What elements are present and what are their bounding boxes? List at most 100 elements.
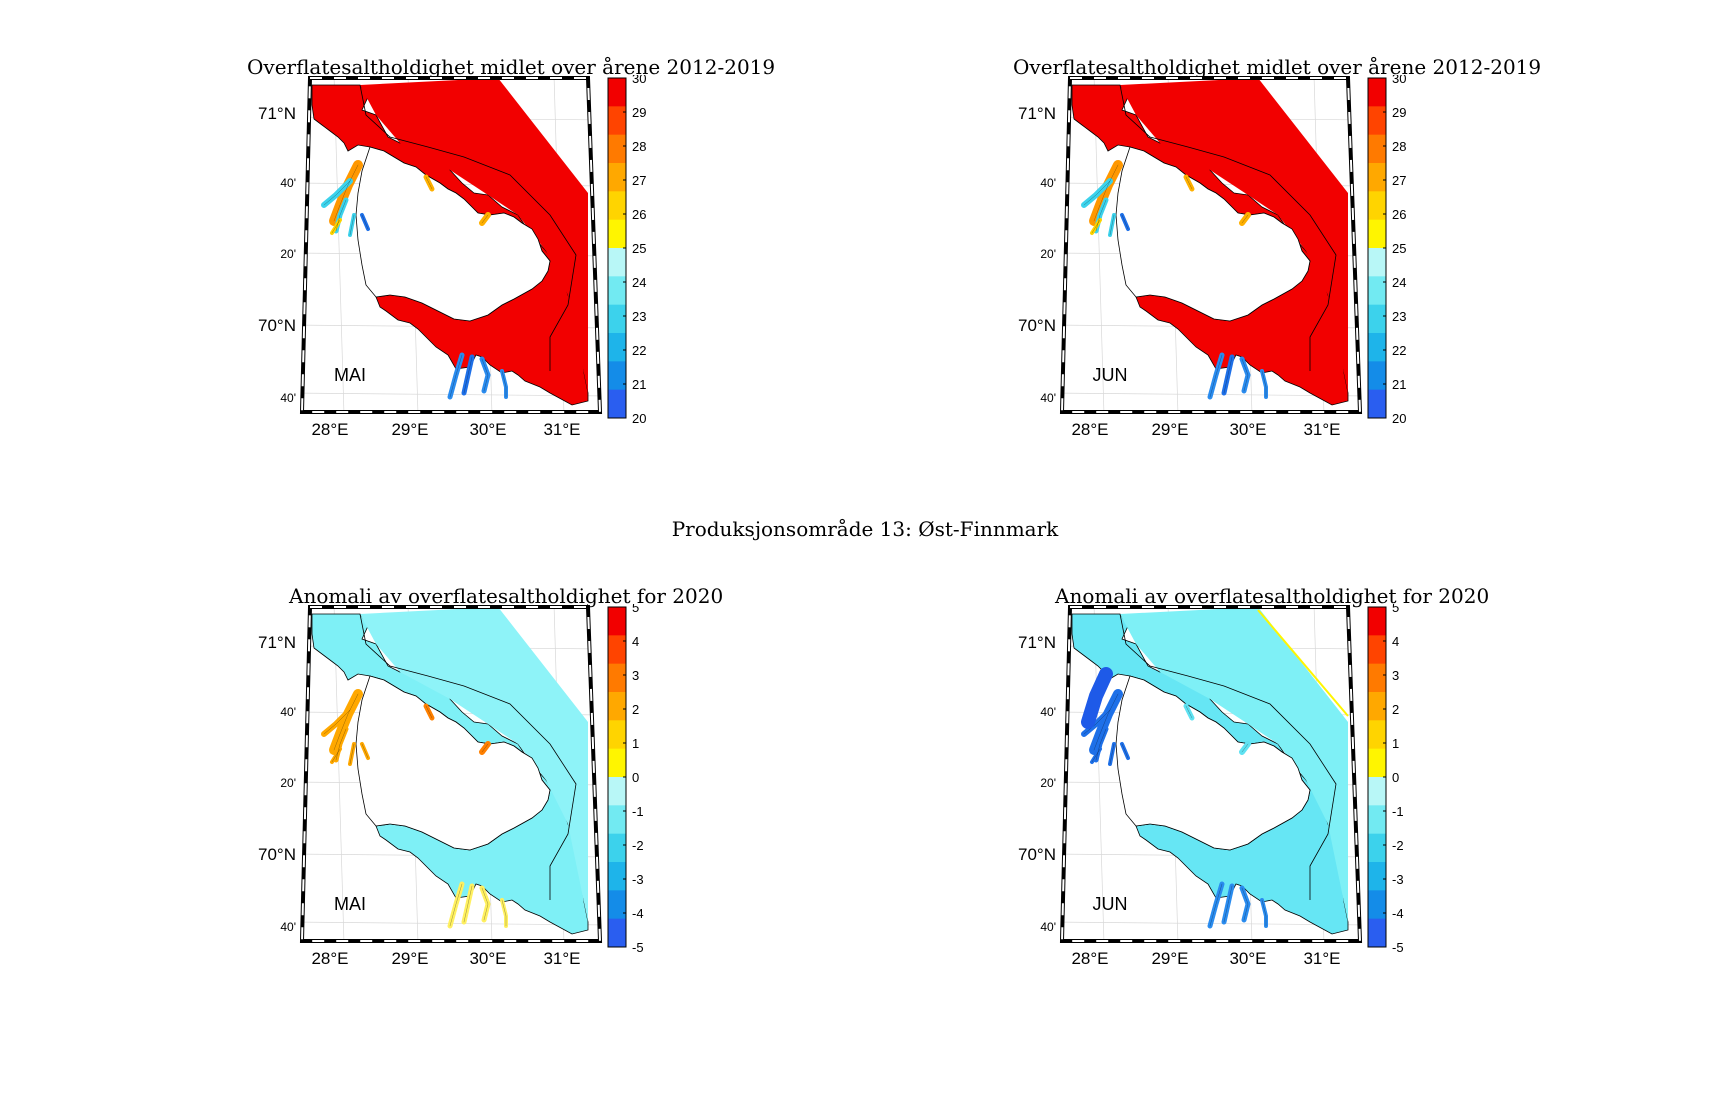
lon-label: 28°E <box>1071 420 1108 439</box>
area-boundary-line <box>359 84 577 371</box>
colorbar-tick-label: 27 <box>1392 173 1406 188</box>
lat-label: 40' <box>280 705 296 719</box>
lon-label: 30°E <box>1229 420 1266 439</box>
fjord-outline <box>449 883 463 927</box>
area-boundary-line <box>1119 613 1337 900</box>
colorbar-segment <box>1368 191 1386 221</box>
colorbar-tick-label: 1 <box>1392 736 1399 751</box>
month-label: MAI <box>334 894 366 914</box>
colorbar-segment <box>1368 805 1386 835</box>
colorbar-tick-label: 2 <box>632 702 639 717</box>
colorbar-tick-label: -1 <box>1392 804 1404 819</box>
colorbar-tick-label: 26 <box>1392 207 1406 222</box>
map-frame <box>299 76 603 414</box>
fjord-outline <box>333 164 359 222</box>
colorbar-tick-label: 0 <box>632 770 639 785</box>
colorbar-tick-label: 23 <box>632 309 646 324</box>
fjord-outline <box>333 693 359 751</box>
edge-anomaly-line <box>1257 609 1349 717</box>
fjord-outline <box>349 743 355 765</box>
fjord-outline <box>1109 214 1115 236</box>
colorbar-tick-label: 27 <box>632 173 646 188</box>
land-mass <box>355 146 551 322</box>
colorbar-tick-label: 28 <box>1392 139 1406 154</box>
map-frame <box>299 605 603 943</box>
colorbar-segment <box>1368 862 1386 891</box>
colorbar-tick-label: 21 <box>632 377 646 392</box>
colorbar-tick-label: 5 <box>1392 604 1399 615</box>
fjord-outline <box>361 214 369 230</box>
map-group <box>299 76 603 414</box>
colorbar-tick-label: 4 <box>632 634 639 649</box>
fjord-outline <box>481 887 489 921</box>
fjord-outline <box>1241 743 1249 753</box>
fjord-outline <box>501 899 507 927</box>
colorbar-tick-label: 24 <box>632 275 646 290</box>
map-panel-anom-mai: 71°N 40' 20' 70°N 40' 28°E 29°E 30°E 31°E MAI 5 4 3 2… <box>258 604 644 968</box>
lon-label: 29°E <box>391 420 428 439</box>
colorbar-segment <box>1368 890 1386 920</box>
fjord-outline <box>323 180 351 206</box>
lat-label: 71°N <box>258 633 296 652</box>
lon-label: 28°E <box>1071 949 1108 968</box>
offshore-area <box>360 607 588 922</box>
lat-label: 40' <box>280 391 296 405</box>
colorbar-tick-label: 0 <box>1392 770 1399 785</box>
colorbar-segment <box>608 78 626 107</box>
fjord-outline <box>1095 728 1107 761</box>
colorbar-segment <box>608 918 626 948</box>
fjord-outline <box>1223 356 1233 394</box>
colorbar-segment <box>608 304 626 334</box>
fjord-outline <box>463 885 473 923</box>
colorbar-segment <box>608 833 626 863</box>
lon-label: 29°E <box>1151 949 1188 968</box>
panel-title-anom-jun: Anomali av overflatesaltholdighet for 20… <box>1055 584 1490 608</box>
colorbar-segment <box>608 805 626 835</box>
colorbar-segment <box>608 106 626 136</box>
lon-label: 31°E <box>1303 420 1340 439</box>
colorbar-tick-label: 25 <box>632 241 646 256</box>
fjord-outline <box>1261 899 1267 927</box>
colorbar-segment <box>608 134 626 164</box>
colorbar-segment <box>1368 720 1386 750</box>
colorbar-tick-label: 25 <box>1392 241 1406 256</box>
colorbar-tick-label: 3 <box>1392 668 1399 683</box>
colorbar-segment <box>608 248 626 277</box>
fjord-outline <box>1091 748 1101 763</box>
fjord-outline <box>463 356 473 394</box>
colorbar-segment <box>608 748 626 778</box>
colorbar-tick-label: -5 <box>632 940 644 955</box>
fjord-outline <box>1185 176 1193 190</box>
colorbar-segment <box>1368 607 1386 636</box>
colorbar-segment <box>608 862 626 891</box>
fjord-outline <box>501 370 507 398</box>
fjord-outline <box>1209 883 1223 927</box>
fjord-outline <box>1185 705 1193 719</box>
colorbar-segment <box>608 663 626 693</box>
colorbar-segment <box>1368 78 1386 107</box>
colorbar-segment <box>1368 304 1386 334</box>
fjord-outline <box>449 354 463 398</box>
colorbar-tick-label: 1 <box>632 736 639 751</box>
area-boundary-line <box>1119 84 1337 371</box>
colorbar-tick-label: 2 <box>1392 702 1399 717</box>
map-panel-mean-jun: 71°N 40' 20' 70°N 40' 28°E 29°E 30°E 31°E JUN 30 29… <box>1018 75 1406 439</box>
colorbar-tick-label: 22 <box>1392 343 1406 358</box>
colorbar-tick-label: 22 <box>632 343 646 358</box>
lat-label: 20' <box>1040 776 1056 790</box>
land-mass <box>1115 146 1311 322</box>
fjord-outline <box>1093 693 1119 751</box>
colorbar-tick-label: -2 <box>1392 838 1404 853</box>
fjord-outline <box>335 199 347 232</box>
colorbar-tick-label: 24 <box>1392 275 1406 290</box>
colorbar-tick-label: 23 <box>1392 309 1406 324</box>
lat-label: 40' <box>280 176 296 190</box>
fjord-outline <box>1109 743 1115 765</box>
colorbar-segment <box>1368 361 1386 391</box>
lat-label: 20' <box>280 247 296 261</box>
colorbar-segment <box>1368 333 1386 362</box>
map-frame <box>1059 605 1363 943</box>
fjord-outline <box>1121 743 1129 759</box>
lat-label: 70°N <box>258 316 296 335</box>
fjord-outline <box>331 219 341 234</box>
